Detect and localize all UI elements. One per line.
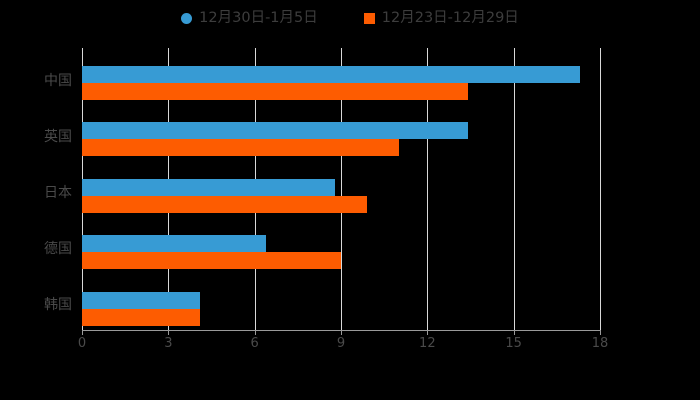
x-axis-tick-label: 12	[419, 336, 436, 351]
x-axis-tick-mark	[427, 330, 429, 335]
legend-item-series-2[interactable]: 12月23日-12月29日	[363, 9, 519, 26]
plot-area	[82, 48, 601, 330]
y-axis-tick-label: 德国	[44, 241, 72, 257]
legend-circle-marker-icon	[181, 12, 193, 24]
x-axis-tick-label: 18	[591, 336, 609, 351]
chart-legend: 12月30日-1月5日 12月23日-12月29日	[0, 6, 700, 30]
x-axis-tick-mark	[254, 330, 256, 335]
legend-item-series-1[interactable]: 12月30日-1月5日	[181, 11, 318, 26]
gridline	[513, 48, 515, 330]
x-axis-tick-label: 9	[336, 336, 346, 351]
y-axis-tick-label: 韩国	[44, 297, 72, 313]
x-axis-tick-mark	[82, 330, 83, 335]
x-axis-tick-label: 0	[77, 336, 87, 351]
x-axis-tick-mark	[513, 330, 515, 335]
y-axis-tick-label: 英国	[44, 129, 72, 145]
y-axis-tick-label: 日本	[44, 185, 72, 201]
gridline	[427, 48, 429, 330]
bar[interactable]	[82, 252, 341, 270]
bar[interactable]	[82, 66, 580, 83]
x-axis-tick-label: 3	[164, 336, 173, 351]
legend-square-marker-icon	[363, 12, 375, 24]
bar[interactable]	[82, 308, 200, 326]
y-axis-tick-label: 中国	[44, 73, 72, 89]
gridline	[341, 48, 342, 330]
gridline	[600, 48, 601, 330]
bar[interactable]	[82, 291, 200, 309]
y-axis-labels: 中国 英国 日本 德国 韩国	[0, 48, 72, 330]
x-axis-tick-label: 6	[250, 336, 259, 351]
bar[interactable]	[82, 195, 367, 213]
bar[interactable]	[82, 235, 267, 253]
bar[interactable]	[82, 139, 399, 157]
x-axis-tick-mark	[341, 330, 342, 335]
bar[interactable]	[82, 122, 468, 140]
x-axis-tick-label: 15	[505, 336, 522, 351]
bar[interactable]	[82, 178, 336, 196]
x-axis-tick-mark	[168, 330, 170, 335]
legend-item-label: 12月30日-1月5日	[199, 9, 318, 26]
legend-item-label: 12月23日-12月29日	[381, 9, 519, 26]
bar[interactable]	[82, 83, 468, 100]
x-axis-tick-mark	[600, 330, 601, 335]
